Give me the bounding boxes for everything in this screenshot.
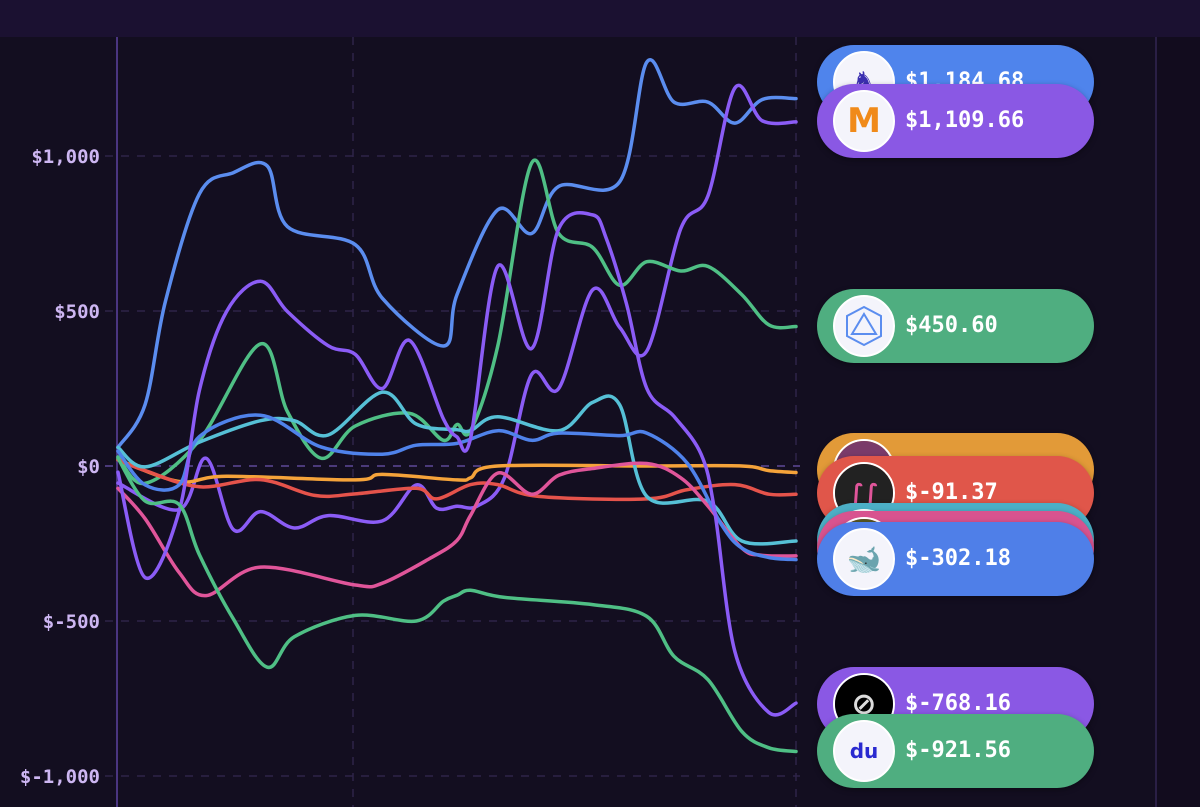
value-label-pill: du $-921.56 bbox=[817, 714, 1094, 788]
series-lines bbox=[116, 57, 798, 754]
series-line-1 bbox=[116, 83, 798, 534]
series-line-9 bbox=[116, 456, 798, 754]
series-line-0 bbox=[116, 57, 798, 450]
series-line-3 bbox=[116, 458, 798, 484]
series-line-7 bbox=[116, 413, 798, 562]
whale-logo-icon: 🐋 bbox=[833, 528, 895, 590]
y-tick-label: $500 bbox=[54, 301, 100, 323]
y-tick-label: $0 bbox=[77, 456, 100, 478]
y-axis-ticks: $1,000 $500 $0 $-500 $-1,000 bbox=[20, 146, 100, 788]
grid bbox=[105, 37, 800, 807]
series-line-8 bbox=[116, 210, 798, 717]
pixel-m-logo-icon: M bbox=[833, 90, 895, 152]
value-label-text: $450.60 bbox=[905, 313, 998, 338]
value-label-text: $-302.18 bbox=[905, 546, 1011, 571]
series-line-4 bbox=[116, 458, 798, 502]
value-label-text: $-91.37 bbox=[905, 480, 998, 505]
paw-du-logo-icon: du bbox=[833, 720, 895, 782]
series-line-5 bbox=[116, 390, 798, 546]
icosahedron-logo-icon bbox=[833, 295, 895, 357]
y-tick-label: $-500 bbox=[43, 611, 100, 633]
value-label-pill: ⊘ $-768.16 bbox=[817, 667, 1094, 741]
y-tick-label: $-1,000 bbox=[20, 766, 100, 788]
value-label-text: $1,109.66 bbox=[905, 108, 1025, 133]
value-label-pill: $450.60 bbox=[817, 289, 1094, 363]
value-label-text: $-921.56 bbox=[905, 738, 1011, 763]
value-label-text: $-768.16 bbox=[905, 691, 1011, 716]
value-label-pill: 🐋 $-302.18 bbox=[817, 522, 1094, 596]
value-label-pill: M $1,109.66 bbox=[817, 84, 1094, 158]
series-line-6 bbox=[116, 461, 798, 598]
top-bar bbox=[0, 0, 1200, 37]
right-panel bbox=[1155, 37, 1200, 807]
y-tick-label: $1,000 bbox=[31, 146, 100, 168]
series-line-2 bbox=[116, 158, 798, 486]
